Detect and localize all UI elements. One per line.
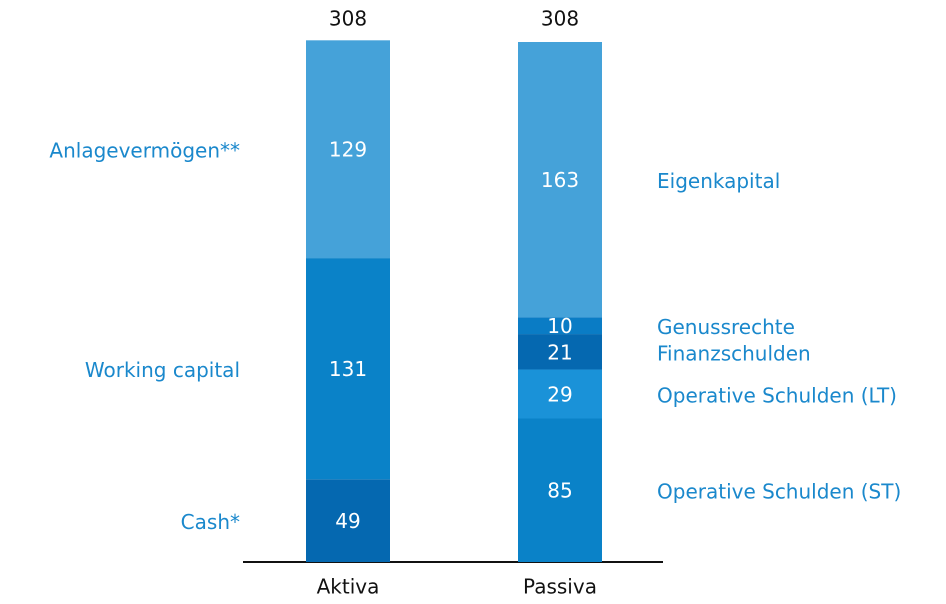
bar-segment [518, 42, 602, 318]
bar-segment [306, 479, 390, 562]
value-label: 129 [329, 138, 367, 162]
value-label: 10 [547, 314, 572, 338]
segment-label: Anlagevermögen** [49, 139, 240, 163]
segment-label: Finanzschulden [657, 341, 811, 365]
bar-segment [518, 418, 602, 562]
segment-label: Working capital [85, 358, 240, 382]
x-tick-label: Aktiva [317, 575, 380, 599]
value-label: 29 [547, 383, 572, 407]
segment-label: Genussrechte [657, 315, 795, 339]
segment-label: Operative Schulden (LT) [657, 384, 897, 408]
segment-label: Eigenkapital [657, 169, 780, 193]
value-label: 163 [541, 168, 579, 192]
bar-segment [518, 334, 602, 370]
value-label: 49 [335, 509, 360, 533]
segment-label: Cash* [181, 510, 240, 534]
bar-segment [518, 369, 602, 419]
value-label: 85 [547, 479, 572, 503]
value-label: 21 [547, 340, 572, 364]
bar-segment [306, 40, 390, 259]
total-label: 308 [329, 7, 367, 31]
value-label: 131 [329, 357, 367, 381]
segment-label: Operative Schulden (ST) [657, 480, 901, 504]
bar-segment [306, 258, 390, 480]
bar-segment [518, 317, 602, 335]
x-tick-label: Passiva [523, 575, 597, 599]
total-label: 308 [541, 7, 579, 31]
